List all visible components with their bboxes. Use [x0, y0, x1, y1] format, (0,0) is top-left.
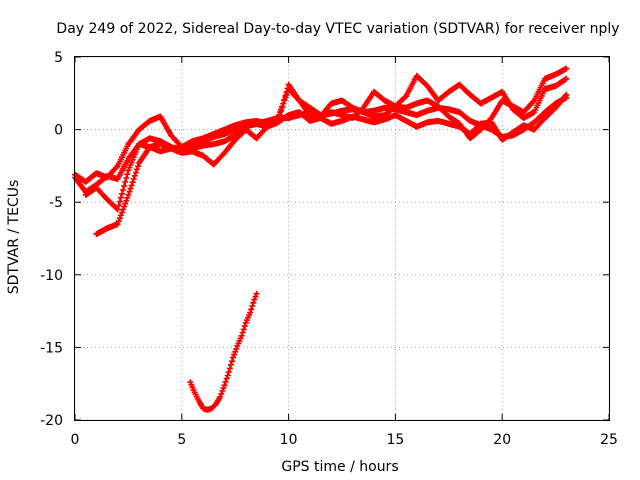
x-tick-label: 10	[280, 432, 298, 448]
series-track-5	[187, 290, 260, 413]
series-markers	[187, 290, 260, 413]
y-tick-label: -20	[40, 413, 63, 429]
series-markers	[93, 91, 570, 238]
y-tick-label: 5	[54, 50, 63, 66]
x-tick-label: 0	[71, 432, 80, 448]
x-tick-label: 25	[600, 432, 618, 448]
chart-title: Day 249 of 2022, Sidereal Day-to-day VTE…	[56, 21, 619, 37]
x-tick-label: 15	[386, 432, 404, 448]
y-tick-label: -10	[40, 268, 63, 284]
y-tick-label: 0	[54, 123, 63, 139]
x-axis-label: GPS time / hours	[281, 459, 398, 475]
x-tick-labels: 0 5 10 15 20 25	[71, 432, 618, 448]
plot-frame	[74, 56, 610, 421]
series-track-4	[93, 91, 570, 238]
y-tick-labels: 5 0 -5 -10 -15 -20	[40, 50, 63, 429]
x-tick-label: 5	[177, 432, 186, 448]
y-tick-label: -5	[49, 195, 63, 211]
y-tick-label: -15	[40, 340, 63, 356]
data-points	[72, 65, 570, 413]
x-tick-label: 20	[493, 432, 511, 448]
y-axis-label: SDTVAR / TECUs	[6, 180, 22, 295]
